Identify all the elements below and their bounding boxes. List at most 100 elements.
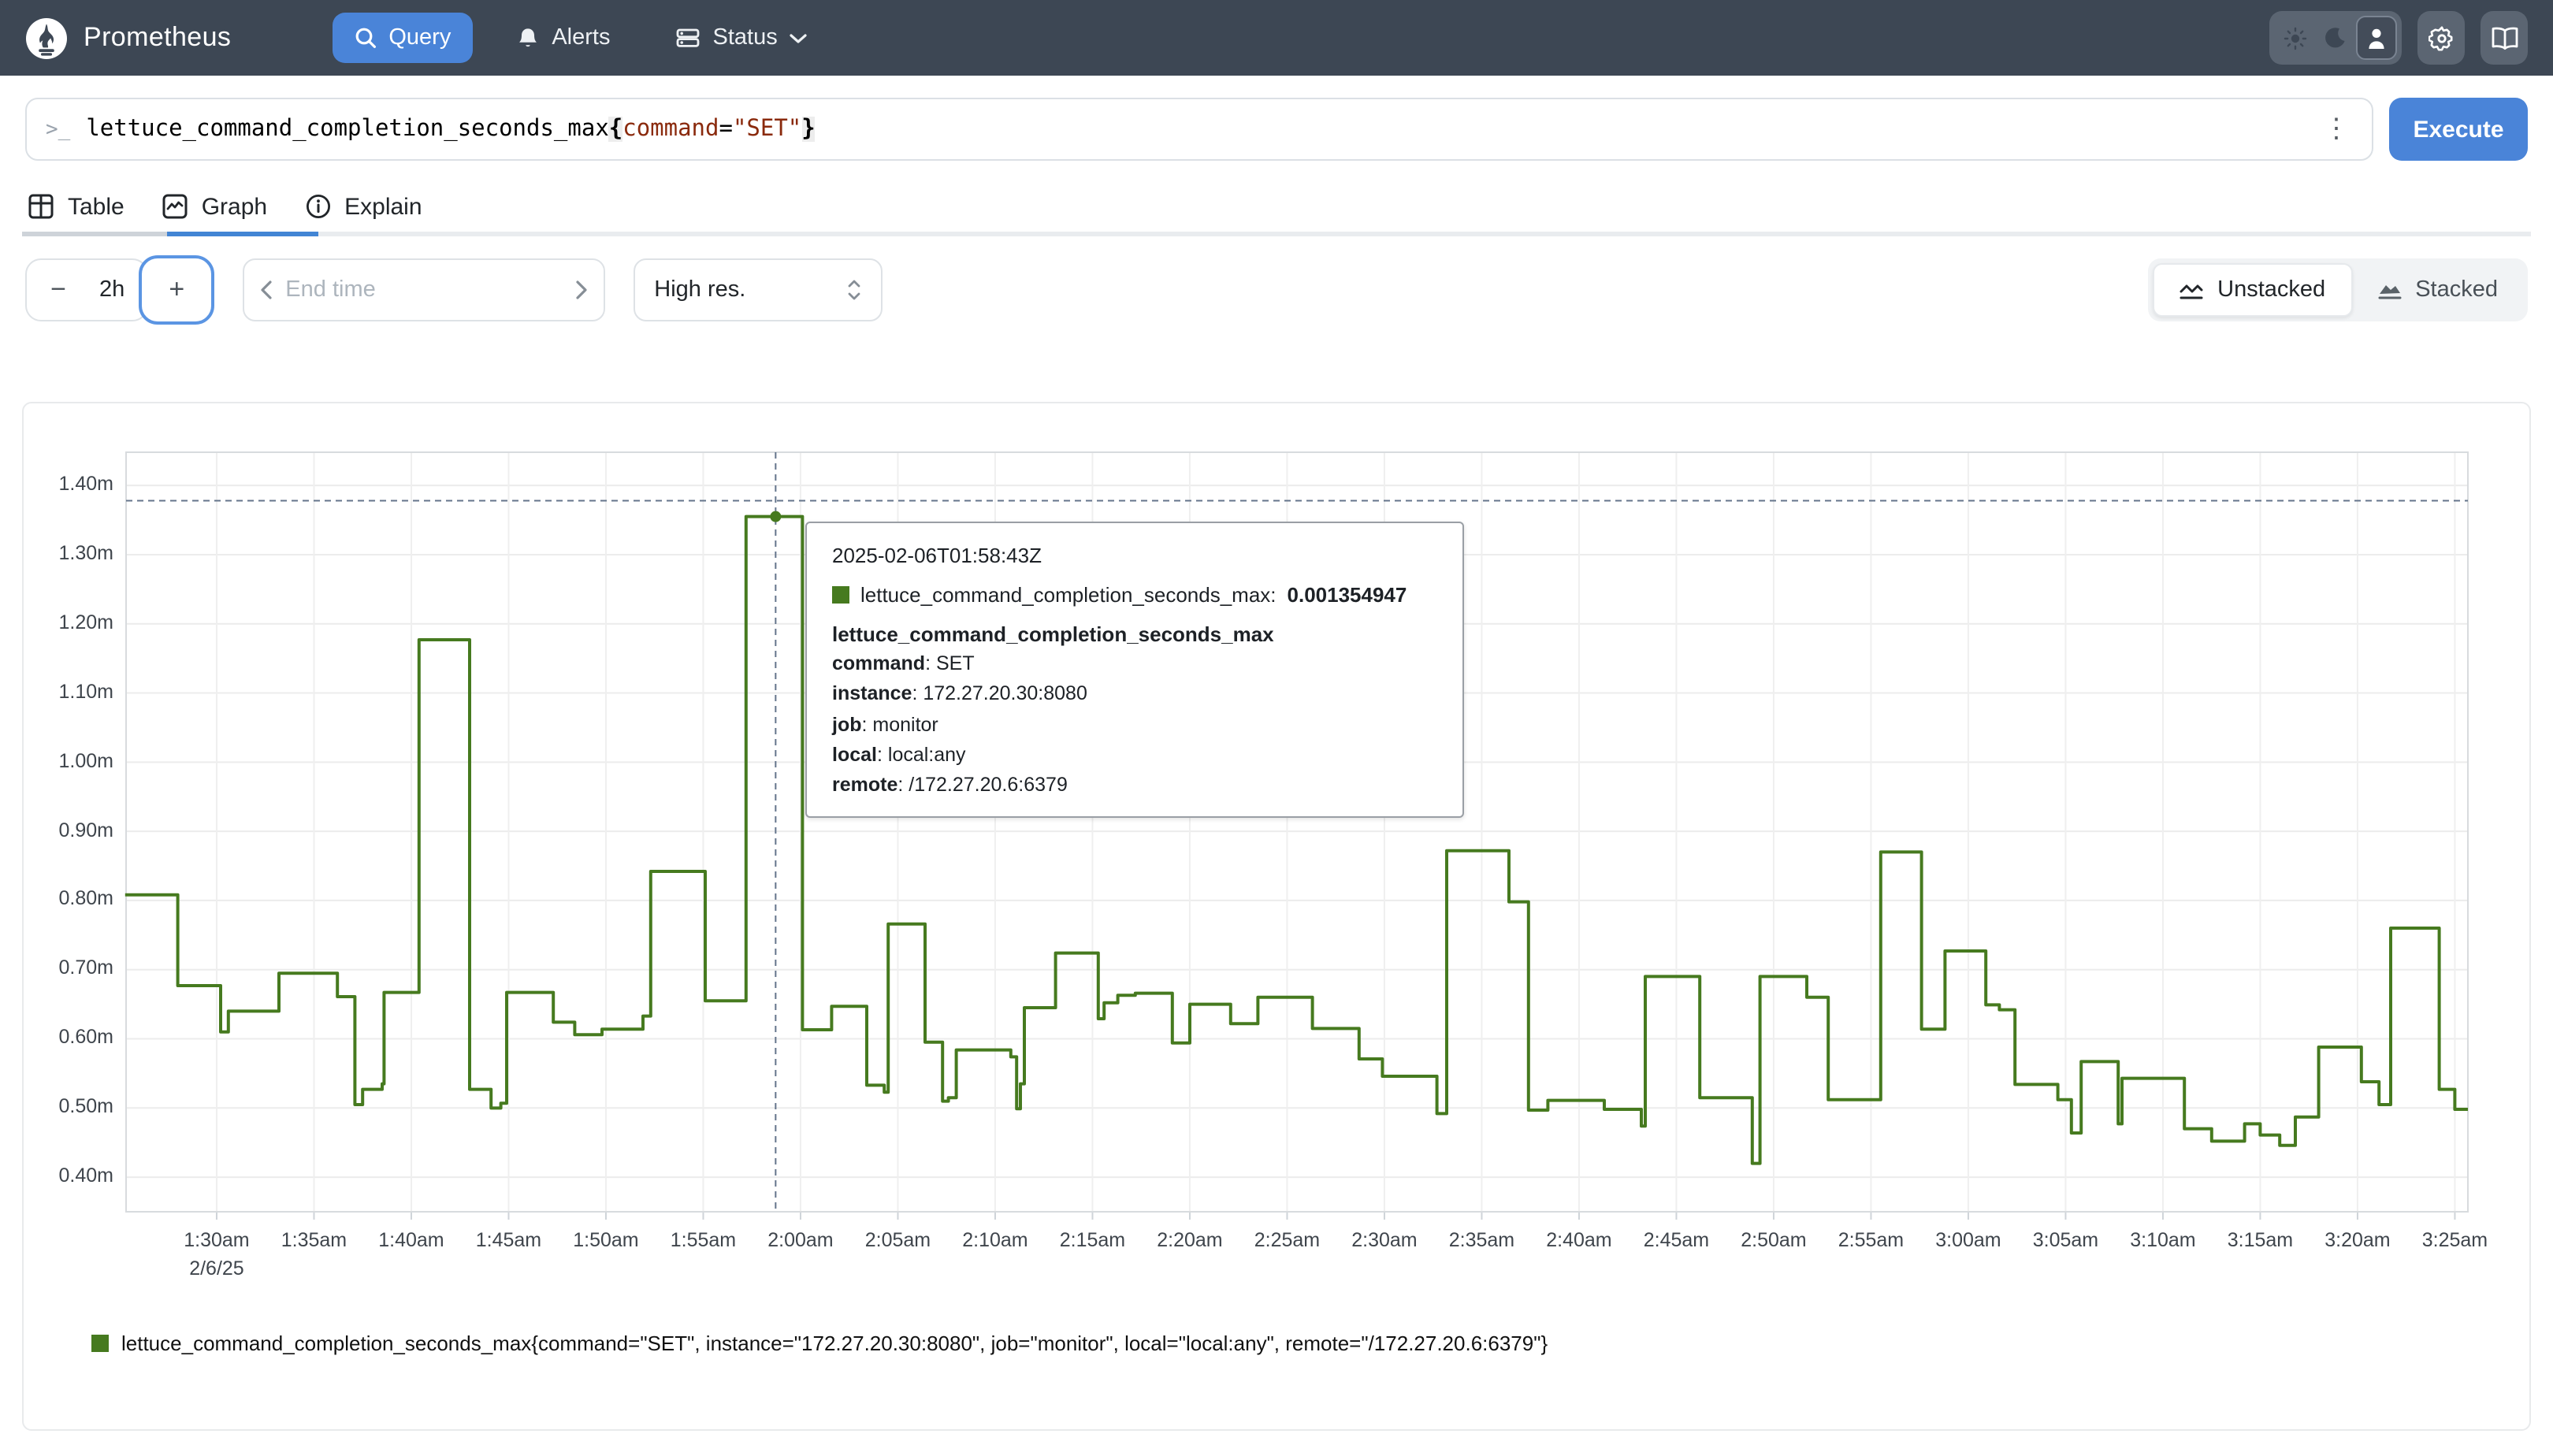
- chevron-left-icon[interactable]: [260, 280, 273, 299]
- prometheus-logo-icon: [25, 17, 68, 59]
- legend-label: lettuce_command_completion_seconds_max{c…: [121, 1332, 1548, 1355]
- ytick-label: 1.30m: [16, 542, 113, 564]
- server-icon: [677, 27, 700, 49]
- xtick-label: 1:30am: [166, 1229, 267, 1251]
- unstacked-option[interactable]: Unstacked: [2153, 263, 2352, 317]
- ytick-label: 1.10m: [16, 681, 113, 703]
- graph-controls: − 2h + End time High res.: [0, 236, 2553, 325]
- xtick-label: 3:20am: [2307, 1229, 2408, 1251]
- expr-token-metric: lettuce_command_completion_seconds_max: [86, 117, 608, 142]
- xtick-label: 2:40am: [1529, 1229, 1630, 1251]
- query-row: >_ lettuce_command_completion_seconds_ma…: [0, 76, 2553, 161]
- brand[interactable]: Prometheus: [25, 17, 231, 59]
- xtick-label: 2:25am: [1236, 1229, 1337, 1251]
- xtick-label: 3:25am: [2404, 1229, 2505, 1251]
- xtick-label: 1:45am: [458, 1229, 559, 1251]
- xtick-label: 2:10am: [945, 1229, 1046, 1251]
- table-icon: [28, 194, 54, 219]
- stacking-toggle: Unstacked Stacked: [2148, 258, 2528, 321]
- nav-status-button[interactable]: Status: [655, 13, 830, 63]
- ytick-label: 0.70m: [16, 957, 113, 979]
- xtick-label: 3:00am: [1918, 1229, 2019, 1251]
- tooltip-series-value: 0.001354947: [1288, 583, 1407, 607]
- tooltip-label-row: local: local:any: [832, 742, 1437, 768]
- xtick-label: 2:30am: [1334, 1229, 1435, 1251]
- query-expression[interactable]: lettuce_command_completion_seconds_max{c…: [86, 117, 2317, 142]
- expr-token-brace: }: [801, 117, 815, 142]
- tabs-underline-active: [167, 232, 318, 236]
- xtick-label: 2:20am: [1139, 1229, 1240, 1251]
- xtick-label: 2:00am: [750, 1229, 851, 1251]
- book-icon: [2491, 26, 2518, 50]
- tooltip-label-row: instance: 172.27.20.30:8080: [832, 682, 1437, 708]
- bell-icon: [517, 26, 539, 50]
- expr-token-string: "SET": [733, 117, 801, 142]
- tooltip-label-list: command: SETinstance: 172.27.20.30:8080j…: [832, 651, 1437, 798]
- tooltip-label-row: remote: /172.27.20.6:6379: [832, 772, 1437, 798]
- ytick-label: 0.40m: [16, 1164, 113, 1187]
- chevron-right-icon[interactable]: [575, 280, 588, 299]
- ytick-label: 0.90m: [16, 819, 113, 841]
- expr-token-brace: {: [609, 117, 622, 142]
- xtick-label: 2/6/25: [166, 1257, 267, 1280]
- execute-button[interactable]: Execute: [2389, 98, 2528, 161]
- increase-range-button[interactable]: +: [139, 255, 214, 325]
- theme-toggle-group: [2269, 11, 2402, 65]
- chevron-down-icon: [790, 32, 808, 43]
- xtick-label: 3:05am: [2015, 1229, 2116, 1251]
- legend-item[interactable]: lettuce_command_completion_seconds_max{c…: [91, 1332, 1548, 1355]
- tab-graph[interactable]: Graph: [159, 176, 302, 236]
- graph-icon: [162, 194, 188, 219]
- gear-icon: [2428, 24, 2455, 51]
- view-tabs: Table Graph Explain: [0, 176, 2553, 236]
- xtick-label: 2:55am: [1820, 1229, 1921, 1251]
- xtick-label: 3:10am: [2113, 1229, 2213, 1251]
- legend-color-swatch: [91, 1335, 109, 1352]
- xtick-label: 2:50am: [1723, 1229, 1824, 1251]
- info-icon: [305, 194, 330, 219]
- ytick-label: 1.40m: [16, 473, 113, 495]
- kebab-menu-icon[interactable]: ⋮: [2317, 113, 2356, 146]
- area-chart-icon: [2377, 280, 2401, 300]
- tab-explain[interactable]: Explain: [302, 176, 456, 236]
- ytick-label: 0.80m: [16, 888, 113, 910]
- screen: Prometheus Query Alerts Status: [0, 0, 2553, 1456]
- ytick-label: 1.20m: [16, 611, 113, 633]
- tab-table[interactable]: Table: [25, 176, 159, 236]
- xtick-label: 2:15am: [1042, 1229, 1143, 1251]
- tabs-underline-gray: [22, 232, 167, 236]
- ytick-label: 1.00m: [16, 749, 113, 771]
- series-color-swatch: [832, 586, 849, 604]
- end-time-input[interactable]: End time: [243, 258, 605, 321]
- docs-button[interactable]: [2481, 11, 2528, 65]
- expr-token-label: command: [622, 117, 719, 142]
- xtick-label: 1:35am: [263, 1229, 364, 1251]
- expr-token-op: =: [719, 117, 732, 142]
- end-time-placeholder: End time: [285, 277, 563, 303]
- tabs-underline: [22, 232, 2531, 236]
- line-chart-icon: [2180, 280, 2203, 300]
- query-expression-input[interactable]: >_ lettuce_command_completion_seconds_ma…: [25, 98, 2373, 161]
- xtick-label: 1:50am: [556, 1229, 656, 1251]
- top-navbar: Prometheus Query Alerts Status: [0, 0, 2553, 76]
- xtick-label: 2:05am: [847, 1229, 948, 1251]
- dark-theme-button[interactable]: [2315, 16, 2356, 60]
- range-control: − 2h +: [25, 255, 214, 325]
- light-theme-button[interactable]: [2274, 16, 2315, 60]
- nav-query-button[interactable]: Query: [332, 13, 473, 63]
- settings-button[interactable]: [2417, 11, 2465, 65]
- sun-icon: [2283, 26, 2306, 50]
- xtick-label: 1:55am: [652, 1229, 753, 1251]
- xtick-label: 1:40am: [361, 1229, 462, 1251]
- system-theme-button[interactable]: [2356, 16, 2397, 60]
- nav-alerts-button[interactable]: Alerts: [495, 13, 632, 63]
- xtick-label: 3:15am: [2209, 1229, 2310, 1251]
- stacked-option[interactable]: Stacked: [2352, 263, 2523, 317]
- main-nav: Query Alerts Status: [332, 13, 829, 63]
- resolution-select[interactable]: High res.: [634, 258, 883, 321]
- tooltip-label-row: command: SET: [832, 651, 1437, 677]
- decrease-range-button[interactable]: −: [27, 274, 90, 306]
- ytick-label: 0.50m: [16, 1095, 113, 1117]
- tooltip-series-row: lettuce_command_completion_seconds_max: …: [832, 583, 1437, 607]
- ytick-label: 0.60m: [16, 1027, 113, 1049]
